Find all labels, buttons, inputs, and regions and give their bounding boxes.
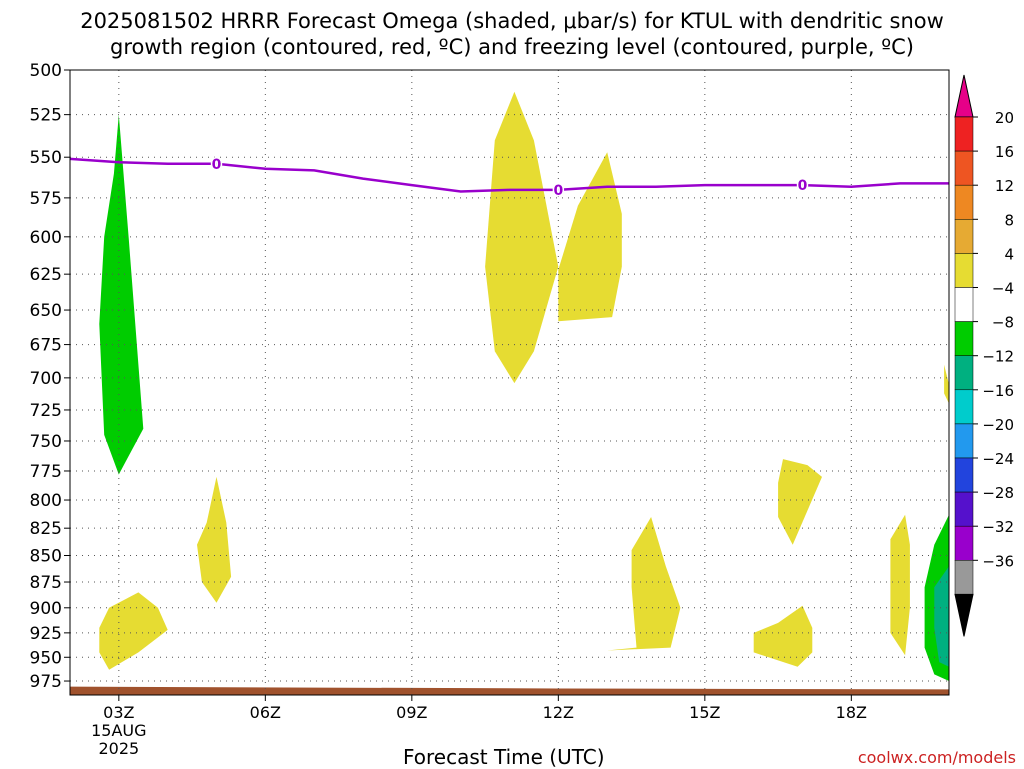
- x-tick-label: 12Z: [543, 703, 574, 722]
- y-tick-label: 700: [30, 369, 62, 389]
- colorbar-label: 8: [1004, 211, 1014, 229]
- y-tick-label: 625: [30, 265, 62, 285]
- y-tick-label: 825: [30, 519, 62, 539]
- x-date-label: 2025: [98, 739, 139, 758]
- colorbar-swatch: [954, 525, 974, 561]
- omega-region-8: [890, 514, 910, 656]
- y-axis: 500 525 550 575 600 625 650 675 700 725 750 775 800 8…: [30, 61, 70, 692]
- x-tick-label: 15Z: [689, 703, 720, 722]
- freezing-level-line: [69, 157, 949, 193]
- colorbar-swatch: [954, 219, 974, 254]
- colorbar-swatch: [954, 457, 974, 493]
- y-tick-label: 975: [30, 672, 62, 692]
- colorbar-label: −4: [992, 280, 1014, 298]
- x-tick-label: 06Z: [250, 703, 281, 722]
- colorbar-swatch: [954, 355, 974, 391]
- grid-lines: [70, 69, 949, 695]
- y-tick-label: 925: [30, 624, 62, 644]
- chart-title: 2025081502 HRRR Forecast Omega (shaded, …: [0, 8, 1024, 60]
- plot-frame: [69, 69, 950, 696]
- y-tick-label: 900: [30, 599, 62, 619]
- y-tick-label: 775: [30, 462, 62, 482]
- y-tick-label: 950: [30, 648, 62, 668]
- x-axis-label: Forecast Time (UTC): [403, 745, 605, 769]
- freezing-level-label: 0: [798, 178, 808, 194]
- y-tick-label: 800: [30, 491, 62, 511]
- y-tick-label: 650: [30, 301, 62, 321]
- y-tick-label: 725: [30, 401, 62, 421]
- x-tick-label: 03Z: [103, 703, 134, 722]
- y-tick-label: 850: [30, 546, 62, 566]
- x-tick-label: 18Z: [836, 703, 867, 722]
- colorbar-top-arrow: [954, 74, 974, 118]
- title-line-1: 2025081502 HRRR Forecast Omega (shaded, …: [80, 9, 944, 33]
- colorbar-swatch: [954, 150, 974, 186]
- omega-region-3: [485, 91, 559, 384]
- ground-surface: [70, 686, 949, 695]
- colorbar-label: 4: [1004, 245, 1014, 263]
- y-tick-label: 675: [30, 336, 62, 356]
- colorbar: 20 16 12 8 4 −4 −8 −12 −16 −20 −24 −28 −32 −36: [954, 74, 1014, 637]
- colorbar-label: −20: [982, 416, 1014, 434]
- colorbar-label: −8: [992, 314, 1014, 332]
- title-line-2: growth region (contoured, red, ºC) and f…: [110, 35, 914, 59]
- colorbar-swatch: [954, 389, 974, 425]
- y-tick-label: 525: [30, 106, 62, 126]
- omega-shading: [99, 91, 949, 681]
- colorbar-label: −32: [982, 518, 1014, 536]
- colorbar-label: 20: [995, 109, 1014, 127]
- freezing-level-label: 0: [553, 183, 563, 199]
- omega-region-11: [934, 566, 949, 667]
- y-tick-label: 875: [30, 573, 62, 593]
- colorbar-label: −28: [982, 484, 1014, 502]
- colorbar-label: 12: [995, 177, 1014, 195]
- y-tick-label: 600: [30, 228, 62, 248]
- y-tick-label: 550: [30, 148, 62, 168]
- colorbar-swatch: [954, 321, 974, 356]
- omega-region-7: [753, 605, 813, 667]
- omega-region-4: [558, 152, 622, 322]
- freezing-level-label: 0: [212, 157, 222, 173]
- colorbar-swatch: [954, 423, 974, 459]
- colorbar-swatch: [954, 287, 974, 322]
- colorbar-label: −24: [982, 450, 1014, 468]
- colorbar-label: −16: [982, 382, 1014, 400]
- omega-region-2: [197, 476, 232, 603]
- colorbar-swatch: [954, 116, 974, 152]
- omega-region-1: [99, 592, 168, 670]
- freezing-level-contour: 0 0 0: [69, 155, 949, 200]
- y-tick-label: 750: [30, 432, 62, 452]
- colorbar-bottom-arrow: [954, 593, 974, 637]
- colorbar-swatch: [954, 491, 974, 527]
- omega-region-6: [778, 459, 822, 545]
- x-date-label: 15AUG: [91, 721, 146, 740]
- colorbar-label: −36: [982, 552, 1014, 570]
- y-tick-label: 575: [30, 189, 62, 209]
- x-tick-label: 09Z: [396, 703, 427, 722]
- credit-link[interactable]: coolwx.com/models: [857, 748, 1016, 767]
- omega-region-0: [99, 114, 144, 475]
- omega-region-5: [607, 517, 681, 651]
- colorbar-label: 16: [995, 143, 1014, 161]
- omega-region-9: [944, 364, 949, 404]
- colorbar-swatch: [954, 184, 974, 220]
- ground-fill: [70, 686, 949, 695]
- colorbar-label: −12: [982, 348, 1014, 366]
- colorbar-swatch: [954, 253, 974, 288]
- colorbar-swatch: [954, 560, 974, 595]
- y-tick-label: 500: [30, 61, 62, 81]
